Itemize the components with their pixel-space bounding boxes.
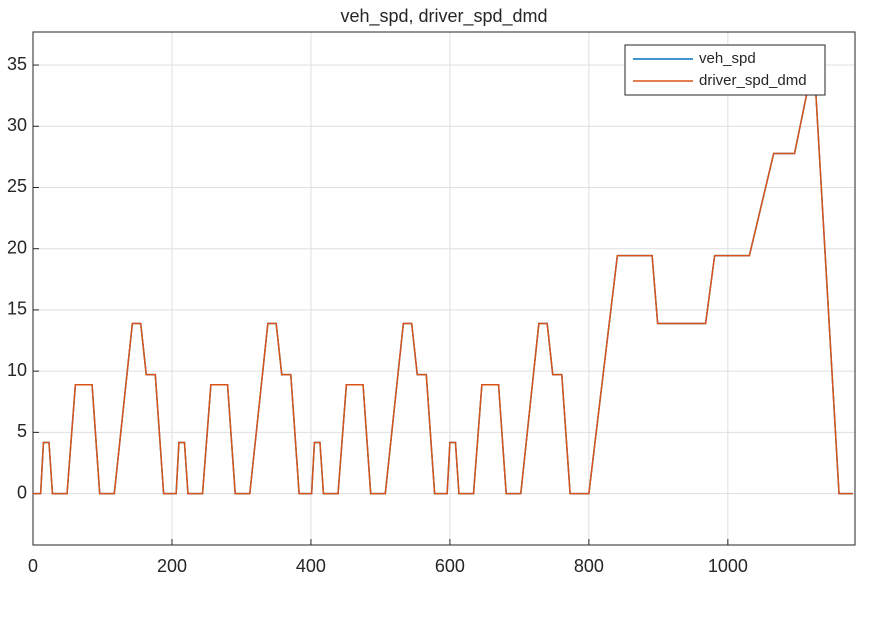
x-tick-label: 600 [435, 556, 465, 576]
legend-box [624, 44, 826, 96]
x-tick-label: 0 [28, 556, 38, 576]
plot-frame [32, 31, 856, 546]
y-tick-label: 0 [17, 482, 27, 502]
y-tick-label: 10 [7, 360, 27, 380]
y-tick-label: 15 [7, 299, 27, 319]
data-line [33, 84, 853, 495]
x-tick-label: 200 [157, 556, 187, 576]
x-tick-label: 1000 [708, 556, 748, 576]
legend-label: veh_spd [699, 50, 756, 67]
y-tick-label: 5 [17, 421, 27, 441]
y-tick-label: 20 [7, 237, 27, 257]
y-tick-label: 35 [7, 54, 27, 74]
legend-label: driver_spd_dmd [699, 72, 807, 89]
x-tick-label: 400 [296, 556, 326, 576]
chart-title: veh_spd, driver_spd_dmd [340, 6, 547, 27]
x-tick-label: 800 [574, 556, 604, 576]
y-tick-label: 30 [7, 115, 27, 135]
y-tick-label: 25 [7, 176, 27, 196]
